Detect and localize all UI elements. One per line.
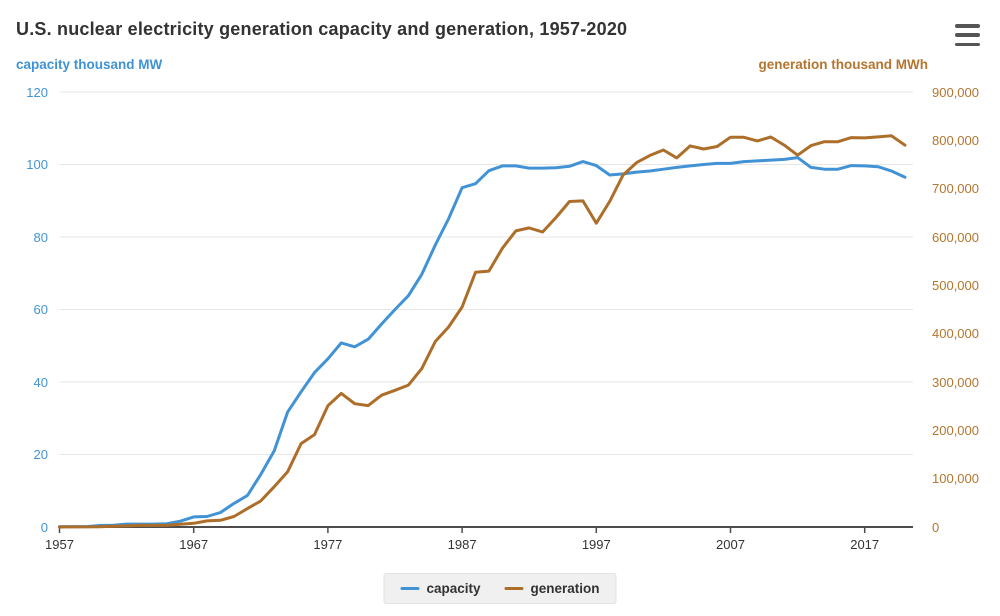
left-axis-title: capacity thousand MW: [16, 57, 163, 72]
y-tick-label: 700,000: [932, 181, 979, 197]
legend: capacity generation: [383, 573, 617, 604]
legend-label-capacity: capacity: [426, 581, 481, 596]
y-tick-label: 0: [40, 519, 48, 535]
right-axis-title: generation thousand MWh: [758, 57, 929, 72]
x-tick-label: 2017: [850, 537, 880, 552]
y-tick-label: 60: [33, 302, 48, 317]
legend-item-generation[interactable]: generation: [504, 581, 600, 596]
legend-item-capacity[interactable]: capacity: [400, 581, 481, 596]
capacity-line[interactable]: [58, 156, 907, 529]
x-tick-label: 1967: [179, 537, 209, 552]
x-tick-label: 1997: [581, 537, 611, 552]
capacity-line-swatch: [400, 587, 420, 590]
x-tick-label: 1987: [447, 537, 477, 552]
generation-line[interactable]: [58, 134, 907, 529]
chart-menu-button[interactable]: [955, 24, 982, 46]
y-tick-label: 400,000: [932, 326, 979, 342]
legend-label-generation: generation: [530, 581, 600, 596]
y-tick-label: 120: [26, 84, 48, 100]
y-tick-label: 200,000: [932, 422, 979, 438]
y-tick-label: 80: [33, 229, 48, 245]
y-tick-label: 100: [26, 157, 48, 172]
y-tick-label: 0: [932, 519, 940, 535]
y-tick-label: 20: [33, 447, 48, 462]
y-tick-label: 300,000: [932, 374, 979, 390]
y-tick-label: 800,000: [932, 132, 979, 148]
x-tick-label: 2007: [716, 537, 745, 552]
y-tick-label: 500,000: [932, 277, 979, 293]
generation-line-swatch: [504, 587, 524, 590]
x-tick-label: 1957: [45, 537, 74, 552]
chart-title: U.S. nuclear electricity generation capa…: [16, 19, 628, 39]
y-tick-label: 40: [33, 374, 48, 390]
y-tick-label: 100,000: [932, 471, 979, 487]
x-tick-label: 1977: [313, 537, 343, 552]
y-tick-label: 600,000: [932, 229, 979, 245]
y-tick-label: 900,000: [932, 84, 979, 100]
